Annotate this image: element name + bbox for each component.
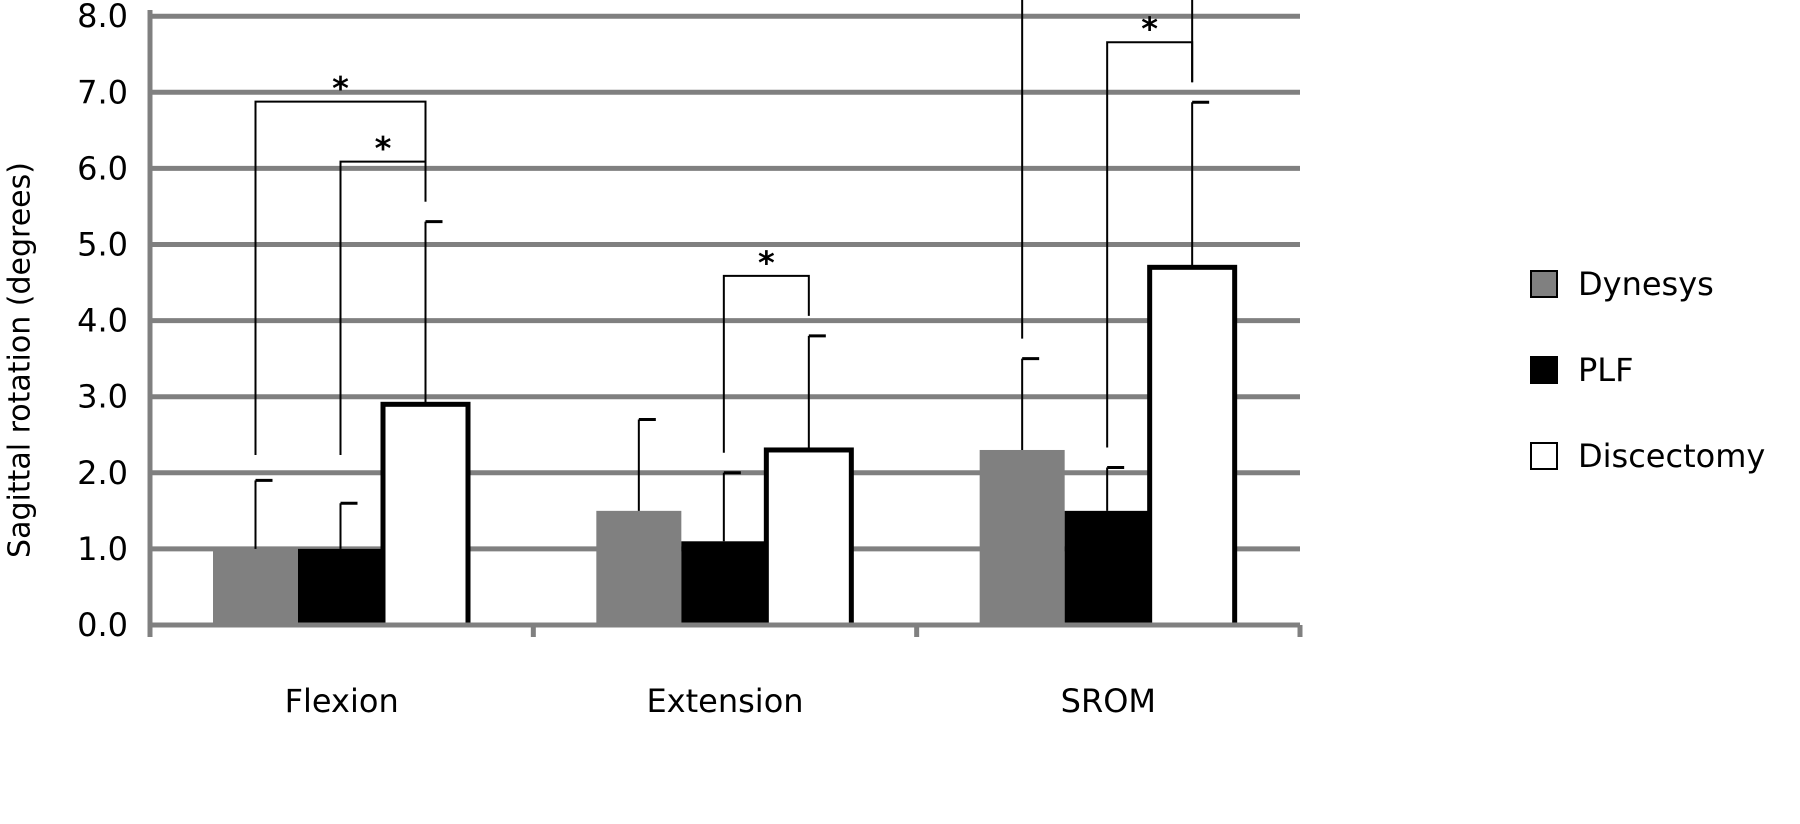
legend-label-dynesys: Dynesys (1578, 265, 1714, 303)
bar-dynesys-flexion (213, 548, 298, 625)
legend-swatch-plf (1530, 356, 1558, 384)
y-tick-label: 6.0 (77, 149, 128, 187)
significance-star: * (332, 70, 349, 108)
y-axis-label: Sagittal rotation (degrees) (0, 0, 40, 720)
significance-bracket-extension-plf-discectomy (722, 274, 810, 453)
bar-discectomy-extension (763, 447, 854, 628)
bar-plf-flexion (298, 548, 383, 625)
significance-bracket-srom-dynesys-discectomy (1021, 0, 1194, 339)
y-tick-label: 4.0 (77, 302, 128, 340)
x-tick-label-extension: Extension (646, 682, 803, 720)
error-bars (254, 100, 1210, 549)
y-tick-label: 5.0 (77, 226, 128, 264)
y-tick-label: 3.0 (77, 378, 128, 416)
legend-label-plf: PLF (1578, 351, 1634, 389)
x-tick-label-srom: SROM (1061, 682, 1156, 720)
bar-dynesys-extension (596, 510, 682, 625)
significance-bracket-flexion-dynesys-discectomy (254, 100, 427, 455)
x-tick-labels: Flexion Extension SROM (285, 682, 1156, 720)
y-tick-label: 0.0 (77, 606, 128, 644)
bar-discectomy-flexion (380, 401, 471, 628)
y-tick-labels: 0.0 1.0 2.0 3.0 4.0 5.0 6.0 7.0 8.0 (77, 0, 128, 644)
significance-star: * (758, 244, 775, 282)
y-tick-label: 8.0 (77, 0, 128, 35)
y-tick-label: 7.0 (77, 73, 128, 111)
y-axis-label-text: Sagittal rotation (degrees) (2, 162, 38, 558)
legend-swatch-dynesys (1530, 270, 1558, 298)
bar-dynesys-srom (979, 449, 1065, 625)
significance-brackets: ***** (254, 0, 1194, 455)
bar-discectomy-srom (1147, 264, 1238, 628)
significance-bracket-flexion-plf-discectomy (339, 160, 427, 455)
y-tick-label: 1.0 (77, 530, 128, 568)
legend-label-discectomy: Discectomy (1578, 437, 1766, 475)
y-tick-label: 2.0 (77, 454, 128, 492)
significance-star: * (375, 130, 392, 168)
significance-star: * (1141, 10, 1158, 48)
gridlines (150, 13, 1300, 552)
x-tick-label-flexion: Flexion (285, 682, 399, 720)
legend-swatch-discectomy (1530, 442, 1558, 470)
bar-plf-extension (681, 541, 767, 625)
bar-plf-srom (1064, 510, 1150, 625)
significance-bracket-srom-plf-discectomy (1106, 41, 1194, 448)
axes (147, 10, 1303, 637)
